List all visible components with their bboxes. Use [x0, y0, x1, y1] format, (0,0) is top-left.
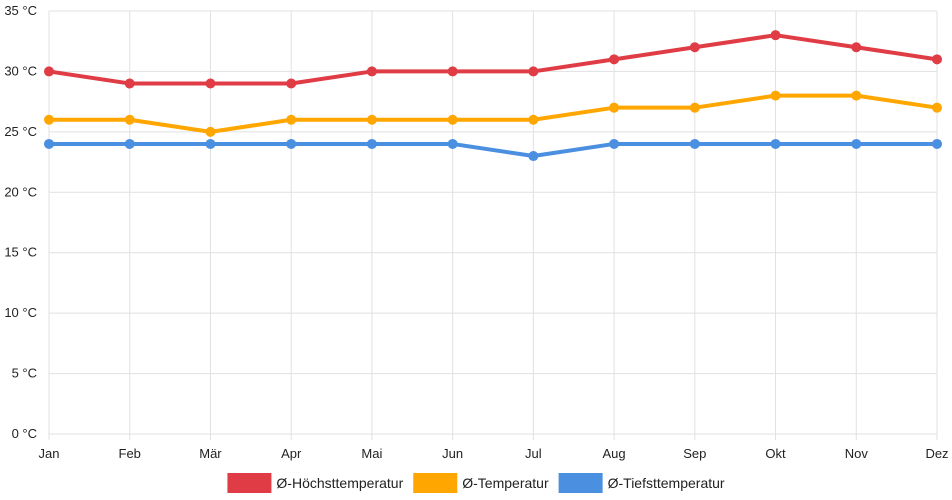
- data-point-series-1[interactable]: [851, 42, 862, 53]
- y-tick-label: 10 °C: [4, 305, 37, 320]
- legend-swatch: [413, 473, 458, 493]
- data-point-series-3[interactable]: [447, 138, 458, 149]
- y-tick-label: 30 °C: [4, 63, 37, 78]
- series-line-2: [47, 93, 939, 134]
- legend-label: Ø-Temperatur: [462, 475, 549, 491]
- x-tick-label: Nov: [845, 446, 869, 461]
- x-tick-label: Aug: [603, 446, 626, 461]
- data-point-series-2[interactable]: [447, 114, 458, 125]
- data-point-series-1[interactable]: [932, 54, 942, 65]
- data-point-series-1[interactable]: [447, 66, 458, 77]
- data-point-series-2[interactable]: [366, 114, 377, 125]
- x-tick-label: Jul: [525, 446, 542, 461]
- data-point-series-2[interactable]: [609, 102, 620, 113]
- data-point-series-2[interactable]: [770, 90, 781, 101]
- series-lines: [47, 33, 939, 159]
- data-point-series-1[interactable]: [124, 78, 135, 89]
- x-tick-label: Mär: [199, 446, 222, 461]
- y-tick-label: 0 °C: [12, 426, 37, 441]
- y-tick-label: 15 °C: [4, 245, 37, 260]
- legend-item-2[interactable]: Ø-Temperatur: [413, 473, 549, 493]
- x-axis-tick-labels: Jan Feb Mär Apr Mai Jun Jul Aug Sep Okt Nov Dez: [39, 446, 949, 461]
- data-point-series-1[interactable]: [286, 78, 297, 89]
- grid-lines: [48, 10, 938, 440]
- data-point-series-2[interactable]: [689, 102, 700, 113]
- legend-swatch: [558, 473, 603, 493]
- data-point-series-3[interactable]: [286, 138, 297, 149]
- x-tick-label: Feb: [119, 446, 141, 461]
- x-tick-label: Mai: [361, 446, 382, 461]
- data-point-series-1[interactable]: [366, 66, 377, 77]
- data-point-series-2[interactable]: [124, 114, 135, 125]
- x-tick-label: Jun: [442, 446, 463, 461]
- data-point-series-3[interactable]: [770, 138, 781, 149]
- y-tick-label: 25 °C: [4, 124, 37, 139]
- legend-label: Ø-Höchsttemperatur: [276, 475, 403, 491]
- x-tick-label: Jan: [39, 446, 60, 461]
- series-line-3: [47, 141, 939, 159]
- data-point-series-2[interactable]: [286, 114, 297, 125]
- y-tick-label: 35 °C: [4, 3, 37, 18]
- data-point-series-3[interactable]: [609, 138, 620, 149]
- data-point-series-1[interactable]: [205, 78, 216, 89]
- y-axis-tick-labels: 0 °C 5 °C 10 °C 15 °C 20 °C 25 °C 30 °C 35 °C: [4, 3, 37, 441]
- data-point-series-2[interactable]: [44, 114, 54, 125]
- data-point-series-3[interactable]: [689, 138, 700, 149]
- series-points: [44, 30, 942, 162]
- legend-label: Ø-Tiefsttemperatur: [608, 475, 725, 491]
- y-tick-label: 20 °C: [4, 184, 37, 199]
- data-point-series-1[interactable]: [44, 66, 54, 77]
- data-point-series-3[interactable]: [205, 138, 216, 149]
- data-point-series-1[interactable]: [609, 54, 620, 65]
- x-tick-label: Dez: [925, 446, 948, 461]
- legend-item-1[interactable]: Ø-Höchsttemperatur: [227, 473, 404, 493]
- data-point-series-1[interactable]: [528, 66, 539, 77]
- data-point-series-3[interactable]: [851, 138, 862, 149]
- data-point-series-2[interactable]: [932, 102, 942, 113]
- legend-swatch: [227, 473, 272, 493]
- data-point-series-3[interactable]: [366, 138, 377, 149]
- data-point-series-2[interactable]: [851, 90, 862, 101]
- series-line-1: [47, 33, 939, 86]
- data-point-series-3[interactable]: [44, 138, 54, 149]
- y-tick-label: 5 °C: [12, 366, 37, 381]
- legend-item-3[interactable]: Ø-Tiefsttemperatur: [558, 473, 725, 493]
- data-point-series-3[interactable]: [528, 151, 539, 162]
- legend: Ø-Höchsttemperatur Ø-Temperatur Ø-Tiefstte…: [227, 473, 725, 493]
- data-point-series-1[interactable]: [689, 42, 700, 53]
- data-point-series-3[interactable]: [124, 138, 135, 149]
- data-point-series-2[interactable]: [528, 114, 539, 125]
- data-point-series-1[interactable]: [770, 30, 781, 41]
- data-point-series-3[interactable]: [932, 138, 942, 149]
- x-tick-label: Apr: [281, 446, 302, 461]
- x-tick-label: Sep: [683, 446, 706, 461]
- x-tick-label: Okt: [765, 446, 786, 461]
- data-point-series-2[interactable]: [205, 126, 216, 137]
